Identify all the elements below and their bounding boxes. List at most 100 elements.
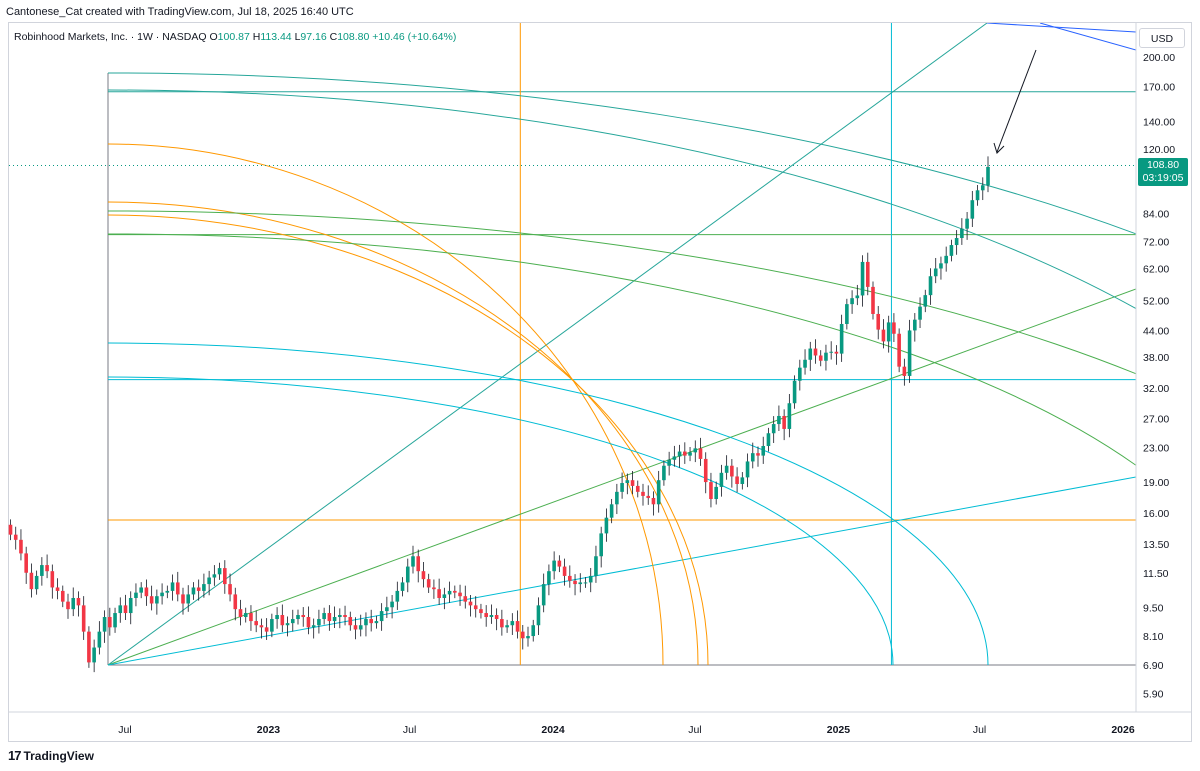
candle-body xyxy=(322,613,326,620)
candle xyxy=(798,359,802,391)
candle-body xyxy=(980,185,985,191)
candle xyxy=(212,565,217,586)
candle-body xyxy=(45,565,49,572)
candle xyxy=(144,579,149,606)
candle xyxy=(683,442,687,464)
candle xyxy=(24,546,28,584)
candle xyxy=(834,345,839,365)
price-tick-label: 8.10 xyxy=(1143,631,1164,643)
annotation-arrow[interactable] xyxy=(993,49,1037,154)
candle-body xyxy=(824,352,828,361)
candle-body xyxy=(573,580,577,585)
candle-body xyxy=(421,571,426,580)
symbol-legend[interactable]: Robinhood Markets, Inc. · 1W · NASDAQ O1… xyxy=(14,31,456,43)
candle-body xyxy=(149,596,154,604)
candle-body xyxy=(353,625,358,630)
candle-body xyxy=(191,587,196,595)
candle-body xyxy=(13,534,18,540)
candle-body xyxy=(128,597,133,614)
candle xyxy=(808,341,813,371)
candle-body xyxy=(771,424,776,434)
candle xyxy=(217,562,222,580)
candle-body xyxy=(677,451,682,457)
candle xyxy=(390,594,394,619)
price-tick-label: 72.00 xyxy=(1143,236,1169,248)
currency-button[interactable]: USD xyxy=(1139,28,1185,48)
candle xyxy=(134,583,138,607)
candle-body xyxy=(473,605,478,610)
time-tick-label: 2025 xyxy=(827,724,851,736)
price-tick-label: 200.00 xyxy=(1143,52,1175,64)
candle-body xyxy=(249,613,253,622)
tradingview-footer[interactable]: 17 TradingView xyxy=(8,748,94,763)
candle-body xyxy=(207,577,211,585)
candle xyxy=(175,571,180,602)
candle-body xyxy=(463,596,468,602)
candle xyxy=(662,460,666,486)
candle xyxy=(416,549,421,583)
fib-arc xyxy=(107,233,1136,466)
candle xyxy=(620,472,624,499)
candle xyxy=(259,618,264,639)
candle-body xyxy=(81,605,86,632)
last-price-value: 108.80 xyxy=(1146,159,1180,171)
candle xyxy=(306,606,311,635)
candle xyxy=(918,297,922,328)
fib-fan-line xyxy=(107,476,1136,666)
candle-body xyxy=(735,476,739,484)
candle-body xyxy=(709,482,713,500)
candle xyxy=(583,577,588,588)
candle-body xyxy=(24,553,28,573)
candle-body xyxy=(662,465,666,481)
candle xyxy=(787,394,792,438)
bar-countdown: 03:19:05 xyxy=(1142,172,1184,184)
price-tick-label: 120.00 xyxy=(1143,144,1175,156)
candle xyxy=(850,290,854,314)
candle xyxy=(374,615,379,629)
last-price-label: 108.80 03:19:05 xyxy=(1138,158,1188,186)
candle xyxy=(29,563,34,598)
candle xyxy=(750,442,755,469)
candle xyxy=(92,639,96,673)
candle-body xyxy=(453,590,457,593)
candle-body xyxy=(803,359,807,368)
candle-body xyxy=(818,355,823,361)
candle xyxy=(296,609,300,625)
candle xyxy=(871,281,875,320)
candle xyxy=(709,472,713,508)
candle-body xyxy=(317,619,321,626)
candle xyxy=(400,577,405,597)
candle-body xyxy=(609,504,614,518)
candle xyxy=(233,587,238,621)
candle-body xyxy=(494,615,499,620)
candle xyxy=(578,573,583,593)
candle-body xyxy=(557,560,562,567)
candle xyxy=(970,190,975,227)
chart-frame[interactable] xyxy=(8,22,1192,742)
candle-body xyxy=(217,568,222,575)
candle xyxy=(385,596,389,618)
candle-body xyxy=(646,495,651,498)
candle-body xyxy=(928,276,933,296)
candle-body xyxy=(604,517,609,534)
candle-body xyxy=(390,601,394,608)
candle-body xyxy=(515,621,520,632)
candle xyxy=(881,319,886,349)
candle-body xyxy=(113,613,117,628)
fib-fan-line xyxy=(1039,23,1136,51)
candle-body xyxy=(87,631,91,663)
candle-body xyxy=(672,456,677,460)
candle-body xyxy=(620,483,624,492)
candle xyxy=(562,558,567,586)
candle xyxy=(191,582,196,600)
candle xyxy=(479,603,483,619)
candle xyxy=(238,599,243,626)
candle xyxy=(494,608,499,631)
candle xyxy=(290,609,295,632)
price-tick-label: 6.90 xyxy=(1143,660,1164,672)
candle xyxy=(285,616,290,637)
candle xyxy=(986,156,990,193)
candle-body xyxy=(369,619,373,624)
candle xyxy=(505,619,509,633)
